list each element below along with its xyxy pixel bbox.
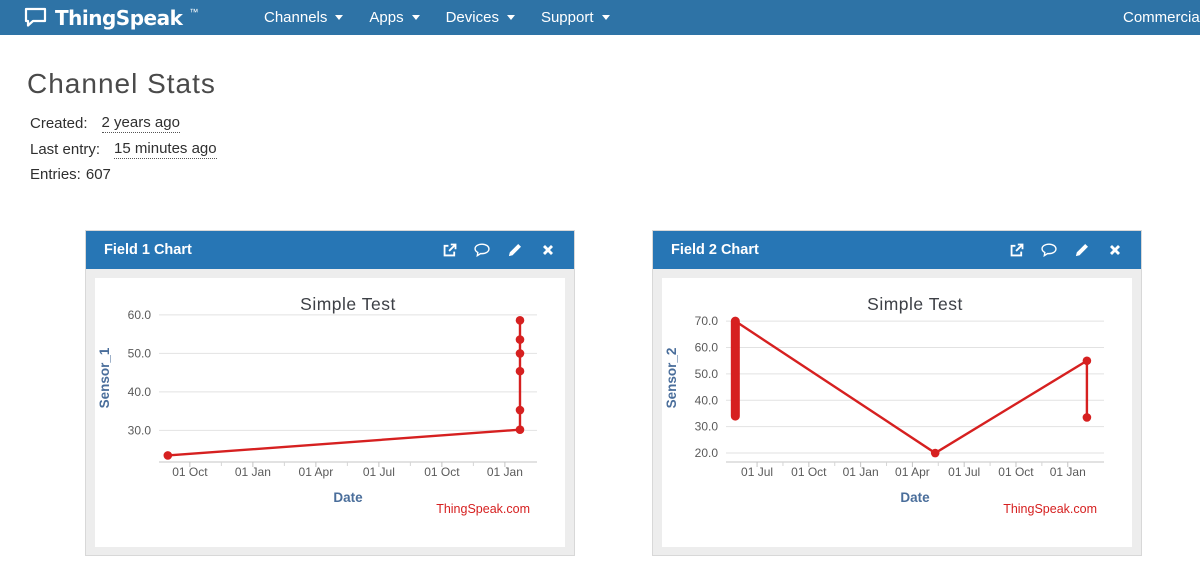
chevron-down-icon [411, 15, 420, 20]
svg-text:20.0: 20.0 [695, 446, 719, 460]
svg-text:30.0: 30.0 [695, 420, 719, 434]
panel-header: Field 1 Chart [86, 231, 574, 269]
field1-chart-panel: Field 1 Chart [85, 230, 575, 556]
svg-text:Date: Date [900, 490, 930, 505]
nav-item-channels[interactable]: Channels [264, 9, 344, 26]
nav-item-apps[interactable]: Apps [369, 9, 420, 26]
external-link-icon [443, 243, 456, 256]
comment-button[interactable] [474, 242, 490, 258]
created-label: Created: [30, 115, 88, 133]
svg-text:01 Jan: 01 Jan [1050, 465, 1086, 479]
last-entry-label: Last entry: [30, 140, 101, 158]
nav-item-label: Support [540, 9, 594, 26]
entries-row: Entries: 607 [30, 162, 217, 188]
svg-text:Date: Date [333, 490, 363, 505]
close-button[interactable] [1107, 242, 1123, 258]
field1-chart: 30.0 40.0 50.0 60.0 01 Oct 01 Jan 01 Apr 01 Jul… [97, 294, 537, 516]
panel-actions [1008, 242, 1123, 258]
brand-trademark: ™ [189, 6, 199, 17]
svg-text:Simple Test: Simple Test [300, 294, 396, 314]
close-button[interactable] [540, 242, 556, 258]
pencil-icon [1075, 244, 1088, 257]
field2-chart-panel: Field 2 Chart [652, 230, 1142, 556]
edit-button[interactable] [507, 242, 523, 258]
panel-title: Field 2 Chart [671, 242, 759, 258]
chart-container: 20.0 30.0 40.0 50.0 60.0 70.0 01 Jul 01 Oct 01 J… [662, 278, 1132, 547]
navbar: ThingSpeak ™ Channels Apps Devices Suppo… [0, 0, 1200, 35]
comment-button[interactable] [1041, 242, 1057, 258]
last-entry-value[interactable]: 15 minutes ago [114, 139, 217, 159]
brand-text: ThingSpeak [55, 5, 183, 30]
svg-text:01 Oct: 01 Oct [172, 465, 208, 479]
svg-text:Sensor_2: Sensor_2 [664, 348, 679, 409]
svg-text:01 Apr: 01 Apr [895, 465, 930, 479]
svg-text:Sensor_1: Sensor_1 [97, 347, 112, 408]
nav-item-label: Channels [264, 9, 328, 26]
field2-chart: 20.0 30.0 40.0 50.0 60.0 70.0 01 Jul 01 Oct 01 J… [664, 294, 1104, 516]
svg-text:60.0: 60.0 [128, 308, 152, 322]
nav-item-commercial-use[interactable]: Commercial Use [1123, 9, 1200, 26]
pencil-icon [508, 244, 521, 257]
panel-actions [441, 242, 556, 258]
svg-text:01 Jan: 01 Jan [235, 465, 271, 479]
chevron-down-icon [601, 15, 610, 20]
svg-text:01 Oct: 01 Oct [424, 465, 460, 479]
created-value[interactable]: 2 years ago [101, 114, 180, 134]
svg-text:01 Jul: 01 Jul [363, 465, 395, 479]
svg-text:40.0: 40.0 [695, 393, 719, 407]
svg-text:ThingSpeak.com: ThingSpeak.com [436, 502, 530, 516]
created-row: Created: 2 years ago [30, 111, 217, 137]
panel-title: Field 1 Chart [104, 242, 192, 258]
thingspeak-logo-icon [24, 7, 47, 27]
svg-text:30.0: 30.0 [128, 423, 152, 437]
svg-text:40.0: 40.0 [128, 385, 152, 399]
speech-bubble-icon [1041, 243, 1057, 257]
external-link-icon [1010, 243, 1023, 256]
svg-text:01 Oct: 01 Oct [791, 465, 827, 479]
page-title: Channel Stats [27, 68, 216, 99]
last-entry-row: Last entry: 15 minutes ago [30, 137, 217, 163]
chart-container: 30.0 40.0 50.0 60.0 01 Oct 01 Jan 01 Apr 01 Jul… [95, 278, 565, 547]
svg-text:01 Jul: 01 Jul [948, 465, 980, 479]
close-icon [543, 245, 553, 255]
svg-text:50.0: 50.0 [695, 367, 719, 381]
chevron-down-icon [506, 15, 515, 20]
entries-label: Entries: [30, 166, 81, 184]
svg-text:70.0: 70.0 [695, 314, 719, 328]
entries-value: 607 [85, 166, 111, 184]
svg-text:01 Jan: 01 Jan [487, 465, 523, 479]
open-external-button[interactable] [441, 242, 457, 258]
svg-text:Simple Test: Simple Test [867, 294, 963, 314]
chevron-down-icon [335, 15, 344, 20]
close-icon [1110, 245, 1120, 255]
nav-menu: Channels Apps Devices Support [264, 0, 610, 35]
nav-item-label: Devices [445, 9, 499, 26]
edit-button[interactable] [1074, 242, 1090, 258]
panel-body: 20.0 30.0 40.0 50.0 60.0 70.0 01 Jul 01 Oct 01 J… [653, 269, 1141, 556]
open-external-button[interactable] [1008, 242, 1024, 258]
svg-text:01 Jan: 01 Jan [843, 465, 879, 479]
nav-item-devices[interactable]: Devices [446, 9, 515, 26]
nav-item-label: Apps [369, 9, 404, 26]
panel-body: 30.0 40.0 50.0 60.0 01 Oct 01 Jan 01 Apr 01 Jul… [86, 269, 574, 556]
speech-bubble-icon [474, 243, 490, 257]
brand-link[interactable]: ThingSpeak ™ [24, 0, 198, 35]
svg-text:01 Apr: 01 Apr [299, 465, 334, 479]
svg-text:01 Oct: 01 Oct [998, 465, 1034, 479]
channel-stats-summary: Created: 2 years ago Last entry: 15 minu… [30, 111, 217, 188]
svg-text:ThingSpeak.com: ThingSpeak.com [1003, 502, 1097, 516]
svg-text:01 Jul: 01 Jul [741, 465, 773, 479]
nav-item-support[interactable]: Support [541, 9, 610, 26]
svg-text:50.0: 50.0 [128, 346, 152, 360]
panel-header: Field 2 Chart [653, 231, 1141, 269]
svg-text:60.0: 60.0 [695, 341, 719, 355]
